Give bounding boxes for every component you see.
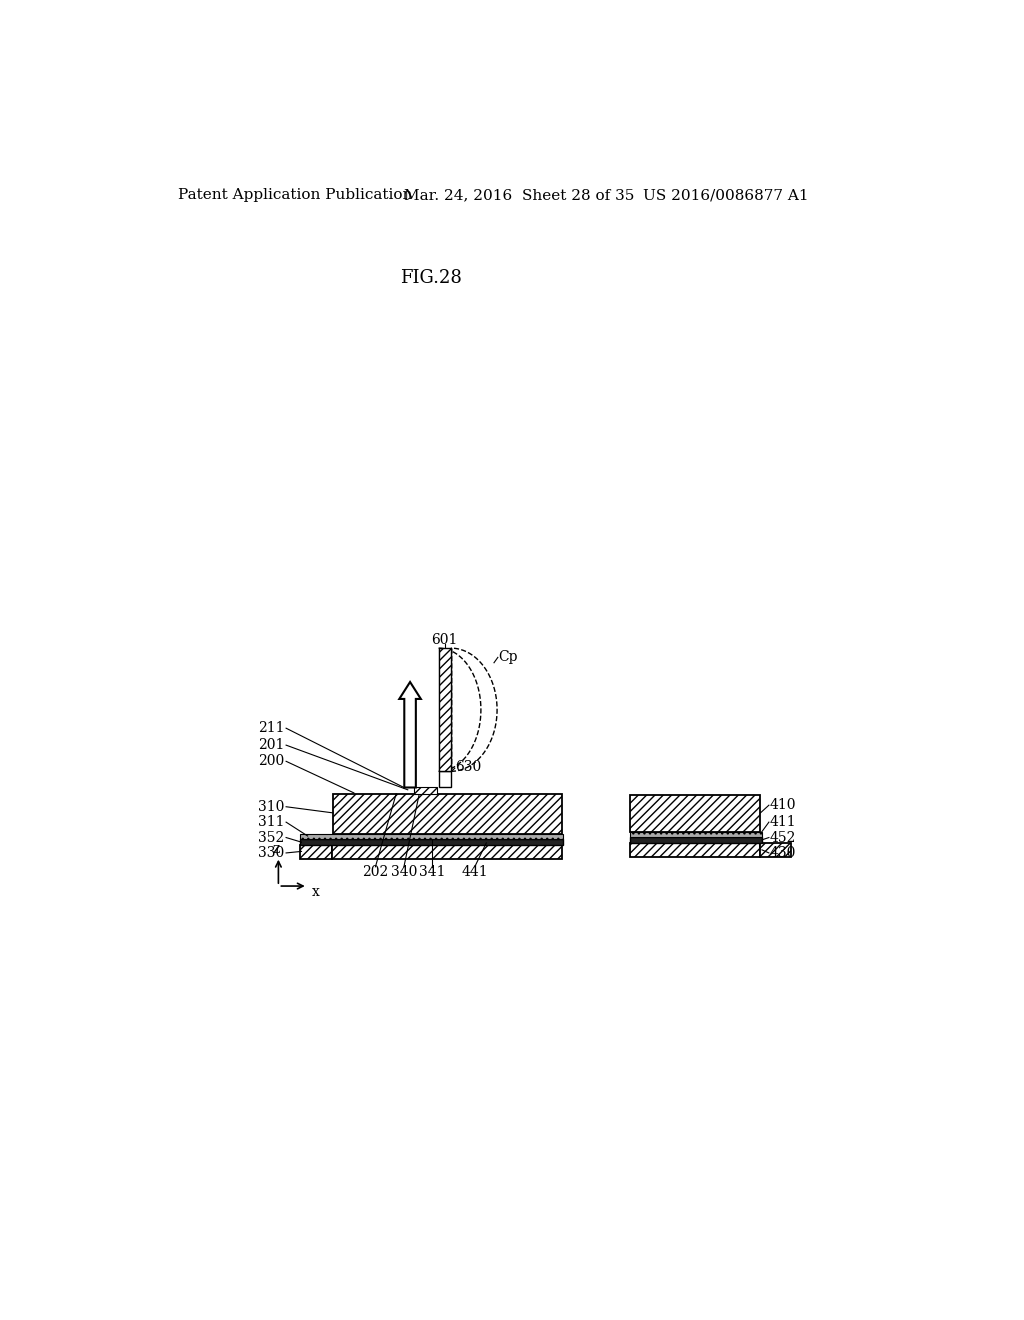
Text: 310: 310 bbox=[258, 800, 285, 813]
Bar bbox=[761, 843, 792, 857]
Text: 201: 201 bbox=[258, 738, 285, 752]
Text: 410: 410 bbox=[770, 799, 797, 812]
Bar bbox=[630, 843, 761, 857]
Text: x: x bbox=[311, 886, 319, 899]
Text: US 2016/0086877 A1: US 2016/0086877 A1 bbox=[643, 189, 808, 202]
Bar bbox=[630, 795, 761, 832]
Text: Cp: Cp bbox=[499, 651, 518, 664]
Text: 330: 330 bbox=[258, 846, 285, 859]
Text: 630: 630 bbox=[456, 760, 481, 774]
Text: 341: 341 bbox=[419, 865, 445, 879]
Text: 211: 211 bbox=[258, 721, 285, 735]
Bar bbox=[630, 837, 762, 843]
Text: 352: 352 bbox=[258, 830, 285, 845]
Bar bbox=[630, 832, 762, 837]
Text: 411: 411 bbox=[770, 816, 797, 829]
Bar bbox=[414, 788, 437, 793]
Bar bbox=[438, 648, 451, 771]
Bar bbox=[300, 845, 333, 859]
Bar bbox=[333, 793, 562, 834]
Text: FIG.28: FIG.28 bbox=[400, 269, 462, 286]
Text: 311: 311 bbox=[258, 816, 285, 829]
Text: Patent Application Publication: Patent Application Publication bbox=[178, 189, 413, 202]
Text: 430: 430 bbox=[770, 846, 796, 859]
Text: 452: 452 bbox=[770, 830, 796, 845]
Text: 200: 200 bbox=[258, 754, 285, 768]
Text: Mar. 24, 2016  Sheet 28 of 35: Mar. 24, 2016 Sheet 28 of 35 bbox=[403, 189, 634, 202]
Bar bbox=[300, 834, 563, 840]
Text: 340: 340 bbox=[391, 865, 417, 879]
Bar bbox=[300, 840, 563, 845]
Text: 202: 202 bbox=[362, 865, 388, 879]
Bar bbox=[333, 845, 562, 859]
Text: 601: 601 bbox=[431, 634, 458, 647]
Text: 441: 441 bbox=[462, 865, 488, 879]
FancyArrow shape bbox=[399, 682, 421, 788]
Bar bbox=[438, 771, 451, 788]
Text: z: z bbox=[272, 842, 280, 857]
